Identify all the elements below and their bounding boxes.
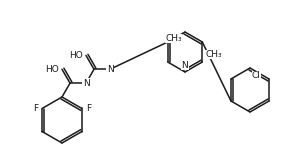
Text: N: N — [182, 61, 188, 70]
Text: CH₃: CH₃ — [165, 34, 182, 43]
Text: HO: HO — [69, 51, 83, 60]
Text: N: N — [107, 65, 113, 74]
Text: F: F — [33, 104, 38, 113]
Text: N: N — [83, 79, 89, 88]
Text: HO: HO — [45, 65, 59, 74]
Text: CH₃: CH₃ — [205, 50, 222, 59]
Text: F: F — [86, 104, 91, 113]
Text: Cl: Cl — [252, 71, 261, 80]
